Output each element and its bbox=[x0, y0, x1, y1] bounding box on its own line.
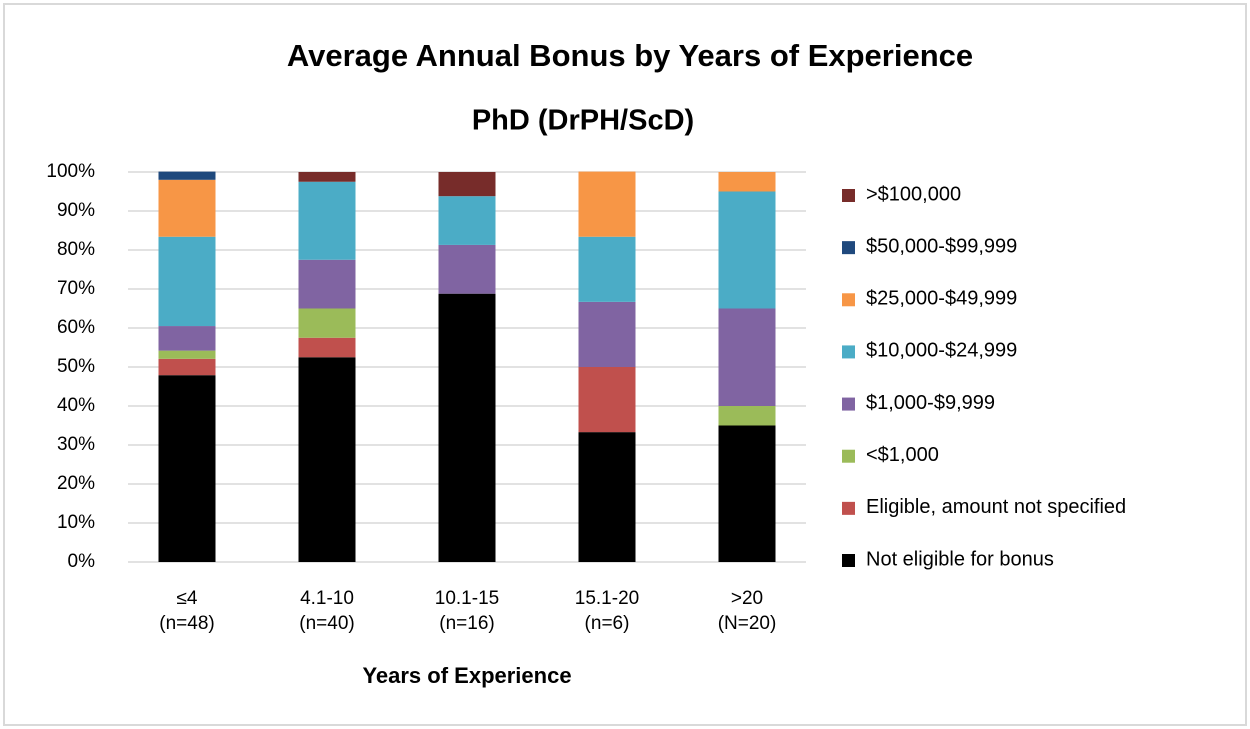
x-tick-label: 4.1-10 (n=40) bbox=[299, 588, 355, 634]
bar-segment bbox=[158, 236, 216, 327]
bar-segment bbox=[718, 172, 776, 192]
bar-segment bbox=[158, 171, 216, 180]
legend-swatch bbox=[842, 345, 855, 359]
y-tick-label: 90% bbox=[57, 200, 95, 221]
legend-label: Eligible, amount not specified bbox=[866, 496, 1126, 518]
x-tick-label: >20 (N=20) bbox=[717, 588, 777, 634]
legend-label: $25,000-$49,999 bbox=[866, 288, 1017, 310]
y-tick-label: 70% bbox=[57, 278, 95, 299]
y-tick-label: 40% bbox=[57, 395, 95, 416]
legend-swatch bbox=[842, 241, 855, 255]
x-tick-label: ≤4 (n=48) bbox=[159, 588, 215, 634]
legend-swatch bbox=[842, 189, 855, 202]
bar-segment bbox=[298, 337, 356, 358]
bar-segment bbox=[578, 432, 636, 562]
bar-segment bbox=[718, 308, 776, 406]
legend-label: Not eligible for bonus bbox=[866, 548, 1054, 570]
chart-subtitle: PhD (DrPH/ScD) bbox=[472, 105, 694, 137]
y-tick-label: 100% bbox=[46, 161, 95, 182]
legend-swatch bbox=[842, 554, 855, 567]
x-tick-label: 15.1-20 (n=6) bbox=[574, 588, 640, 634]
legend-label: >$100,000 bbox=[866, 183, 961, 205]
x-axis-title: Years of Experience bbox=[362, 663, 571, 688]
bar-segment bbox=[298, 259, 356, 309]
y-tick-label: 0% bbox=[68, 551, 96, 572]
bar-segment bbox=[158, 375, 216, 562]
bar-segment bbox=[298, 357, 356, 562]
bar-segment bbox=[298, 181, 356, 260]
bar-segment bbox=[438, 196, 496, 245]
legend-swatch bbox=[842, 397, 855, 411]
bar-segment bbox=[578, 171, 636, 237]
bar-segment bbox=[438, 172, 496, 197]
bar-segment bbox=[158, 179, 216, 237]
y-tick-label: 50% bbox=[57, 356, 95, 377]
chart-title: Average Annual Bonus by Years of Experie… bbox=[287, 38, 973, 73]
y-tick-label: 10% bbox=[57, 512, 95, 533]
bar-segment bbox=[158, 326, 216, 351]
bar-segment bbox=[438, 293, 496, 562]
y-tick-label: 60% bbox=[57, 317, 95, 338]
legend-swatch bbox=[842, 449, 855, 463]
bar-segment bbox=[578, 236, 636, 302]
legend-swatch bbox=[842, 293, 855, 307]
bar-segment bbox=[438, 244, 496, 294]
y-tick-label: 30% bbox=[57, 434, 95, 455]
bar-segment bbox=[158, 358, 216, 376]
legend-label: $10,000-$24,999 bbox=[866, 340, 1017, 362]
legend-label: $1,000-$9,999 bbox=[866, 392, 995, 414]
bar-segment bbox=[578, 301, 636, 367]
bar-segment bbox=[298, 308, 356, 338]
legend-label: <$1,000 bbox=[866, 444, 939, 466]
y-tick-label: 80% bbox=[57, 239, 95, 260]
legend-label: $50,000-$99,999 bbox=[866, 235, 1017, 257]
legend-swatch bbox=[842, 501, 855, 515]
x-tick-label: 10.1-15 (n=16) bbox=[434, 588, 500, 634]
bar-segment bbox=[298, 172, 356, 182]
bar-segment bbox=[578, 367, 636, 433]
bar-segment bbox=[718, 406, 776, 426]
y-tick-label: 20% bbox=[57, 473, 95, 494]
bar-segment bbox=[718, 191, 776, 309]
bar-segment bbox=[718, 425, 776, 562]
bar-segment bbox=[158, 350, 216, 359]
